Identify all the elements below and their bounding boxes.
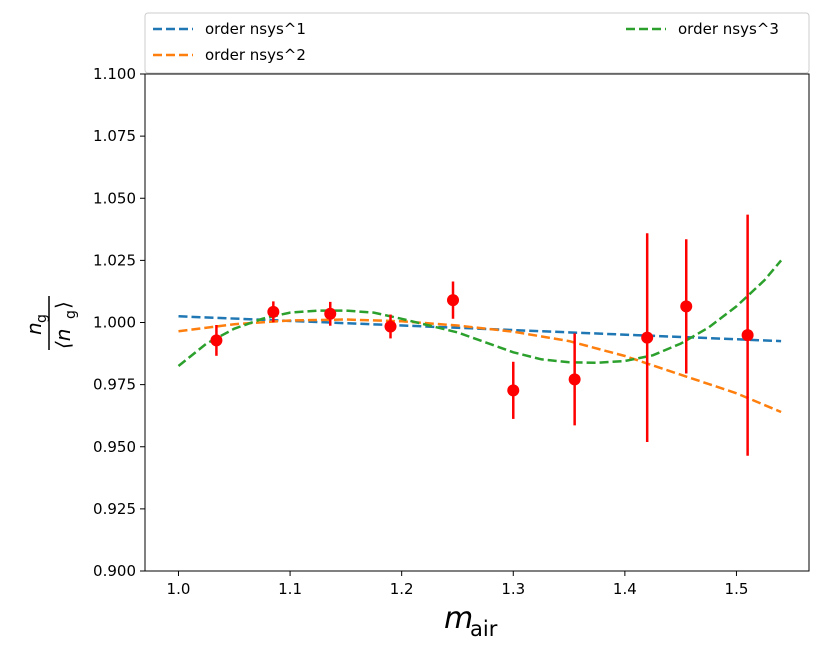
data-point xyxy=(568,373,581,386)
legend-label-series-2: order nsys^2 xyxy=(205,46,306,64)
data-point xyxy=(267,305,280,318)
x-tick-label: 1.2 xyxy=(390,580,414,598)
x-axis: 1.0 1.1 1.2 1.3 1.4 1.5 xyxy=(167,571,749,598)
x-tick-label: 1.0 xyxy=(167,580,191,598)
legend-label-series-3: order nsys^3 xyxy=(678,20,779,38)
x-axis-label: m xyxy=(444,601,473,636)
y-tick-label: 1.050 xyxy=(93,189,136,207)
y-axis-label-numerator: n xyxy=(22,322,46,335)
y-tick-label: 1.025 xyxy=(93,251,136,269)
y-axis-label-denominator-close: ⟩ xyxy=(51,301,75,309)
y-tick-label: 1.075 xyxy=(93,127,136,145)
x-tick-label: 1.5 xyxy=(725,580,749,598)
y-tick-label: 0.900 xyxy=(93,562,136,580)
y-axis-label-denominator: ⟨n xyxy=(51,329,75,349)
y-tick-label: 0.925 xyxy=(93,500,136,518)
data-point xyxy=(210,334,223,347)
x-tick-label: 1.4 xyxy=(613,580,637,598)
data-point xyxy=(641,331,654,344)
x-tick-label: 1.3 xyxy=(501,580,525,598)
y-tick-label: 0.950 xyxy=(93,438,136,456)
legend-label-series-1: order nsys^1 xyxy=(205,20,306,38)
y-axis-label: n g ⟨n g ⟩ xyxy=(22,296,79,350)
legend: order nsys^1 order nsys^2 order nsys^3 xyxy=(153,20,779,64)
data-point xyxy=(447,294,460,307)
y-axis-label-numerator-subscript: g xyxy=(34,314,50,323)
data-point xyxy=(384,320,397,333)
y-tick-label: 0.975 xyxy=(93,376,136,394)
series-lines xyxy=(177,259,783,414)
data-point xyxy=(680,300,693,313)
y-tick-label: 1.100 xyxy=(93,65,136,83)
y-axis-label-denominator-subscript: g xyxy=(63,310,79,319)
series-line-2 xyxy=(178,318,782,414)
data-points xyxy=(210,214,754,456)
data-point xyxy=(741,329,754,342)
y-axis: 0.900 0.925 0.950 0.975 1.000 1.025 1.050 1.075… xyxy=(93,65,145,580)
y-tick-label: 1.000 xyxy=(93,314,136,332)
data-point xyxy=(507,384,520,397)
x-tick-label: 1.1 xyxy=(278,580,302,598)
data-point xyxy=(324,307,337,320)
x-axis-label-subscript: air xyxy=(470,617,498,641)
